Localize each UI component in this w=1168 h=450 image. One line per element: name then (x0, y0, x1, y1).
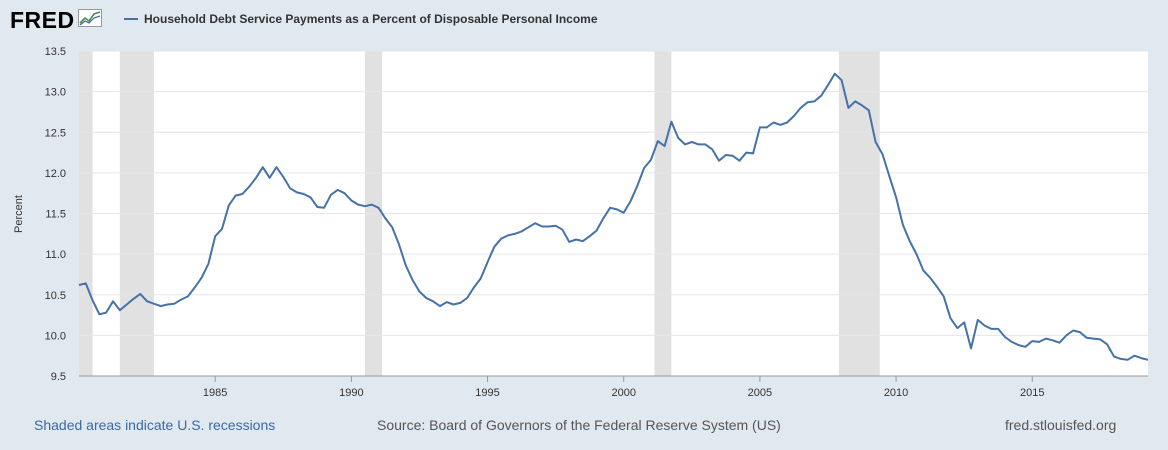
x-tick-label: 1995 (475, 387, 499, 399)
y-tick-label: 10.5 (45, 290, 66, 302)
y-tick-label: 12.5 (45, 127, 66, 139)
legend-series-label: Household Debt Service Payments as a Per… (144, 12, 598, 26)
legend-series-swatch (124, 18, 138, 20)
chart-area: 9.5 10.0 10.5 11.0 11.5 12.0 12.5 13.0 13.5 1985… (0, 36, 1168, 406)
x-tick-label: 2010 (884, 387, 908, 399)
x-tick-label: 2015 (1020, 387, 1044, 399)
x-tick-label: 2000 (611, 387, 635, 399)
fred-chart-logo-icon (77, 9, 102, 32)
source-note: Source: Board of Governors of the Federa… (377, 417, 781, 433)
y-tick-label: 9.5 (51, 371, 66, 383)
y-tick-label: 12.0 (45, 168, 66, 180)
site-url[interactable]: fred.stlouisfed.org (1005, 417, 1117, 433)
y-axis-title: Percent (13, 195, 25, 233)
chart-legend: Household Debt Service Payments as a Per… (124, 12, 598, 26)
fred-logo-text: FRED (10, 7, 75, 33)
x-tick-label: 2005 (748, 387, 772, 399)
y-tick-label: 11.0 (45, 249, 66, 261)
y-tick-label: 11.5 (45, 209, 66, 221)
fred-logo[interactable]: FRED (10, 7, 102, 34)
line-chart: 9.5 10.0 10.5 11.0 11.5 12.0 12.5 13.0 13.5 1985… (13, 46, 1149, 399)
y-tick-label: 10.0 (45, 330, 66, 342)
y-tick-label: 13.0 (45, 87, 66, 99)
recessions-note-link[interactable]: Shaded areas indicate U.S. recessions (34, 417, 276, 433)
y-tick-label: 13.5 (45, 46, 66, 58)
x-tick-label: 1985 (203, 387, 227, 399)
series-line-1 (78, 72, 1149, 361)
x-tick-label: 1990 (339, 387, 363, 399)
